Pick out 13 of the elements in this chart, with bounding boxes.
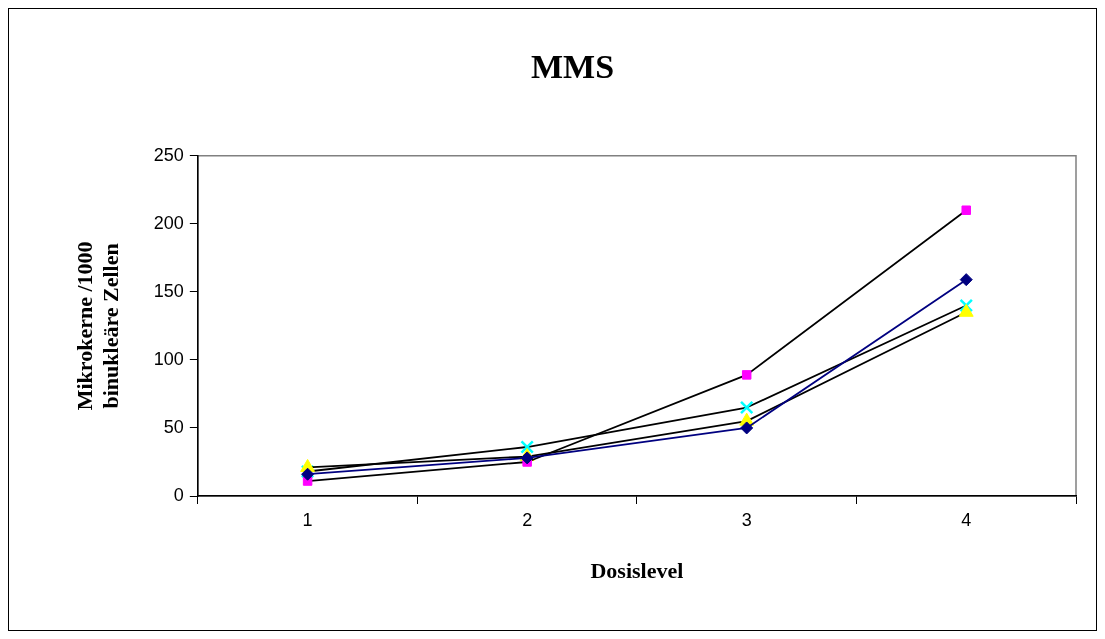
x-tick-label: 1 [302,509,313,530]
y-tick-label: 250 [153,144,184,165]
y-tick-label: 0 [173,484,184,505]
x-axis-title: Dosislevel [590,558,684,584]
chart-title: MMS [530,48,615,86]
y-tick-label: 50 [163,416,184,437]
y-tick-label: 100 [153,348,184,369]
x-tick-label: 4 [961,509,972,530]
y-axis-title: Mikrokerne /1000 binukleäre Zellen [71,241,124,411]
x-tick-label: 3 [741,509,752,530]
x-tick-label: 2 [522,509,533,530]
y-tick-label: 200 [153,212,184,233]
y-tick-label: 150 [153,280,184,301]
